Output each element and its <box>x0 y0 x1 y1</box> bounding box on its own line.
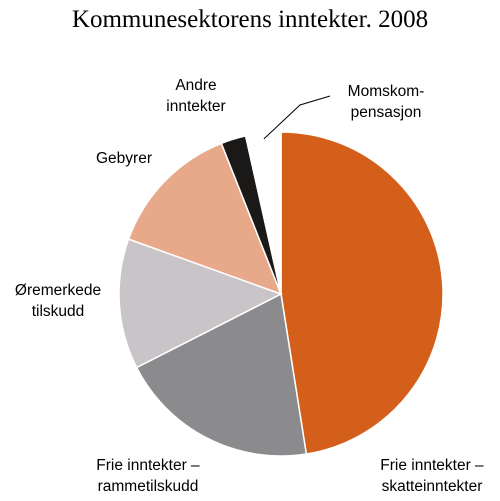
pie-slice <box>135 292 308 457</box>
pie-slices <box>118 131 444 457</box>
slice-label: Momskom-pensasjon <box>348 83 425 121</box>
pie-slice <box>127 142 283 296</box>
slice-label: Frie inntekter – skatteinntekter <box>380 457 484 495</box>
pie-slice <box>118 238 283 369</box>
slice-label: Frie inntekter – rammetilskudd <box>96 457 200 495</box>
slice-labels: Frie inntekter – skatteinntekter Frie innt… <box>15 77 484 495</box>
leader-lines <box>263 95 331 140</box>
pie-slice <box>244 131 282 295</box>
pie-slice <box>280 131 444 455</box>
slice-label: Andre inntekter <box>166 77 225 115</box>
slice-label: Gebyrer <box>96 150 152 167</box>
slice-label: Øremerkede tilskudd <box>15 282 101 320</box>
chart-title: Kommunesektorens inntekter. 2008 <box>72 6 428 33</box>
leader-line <box>263 95 331 140</box>
